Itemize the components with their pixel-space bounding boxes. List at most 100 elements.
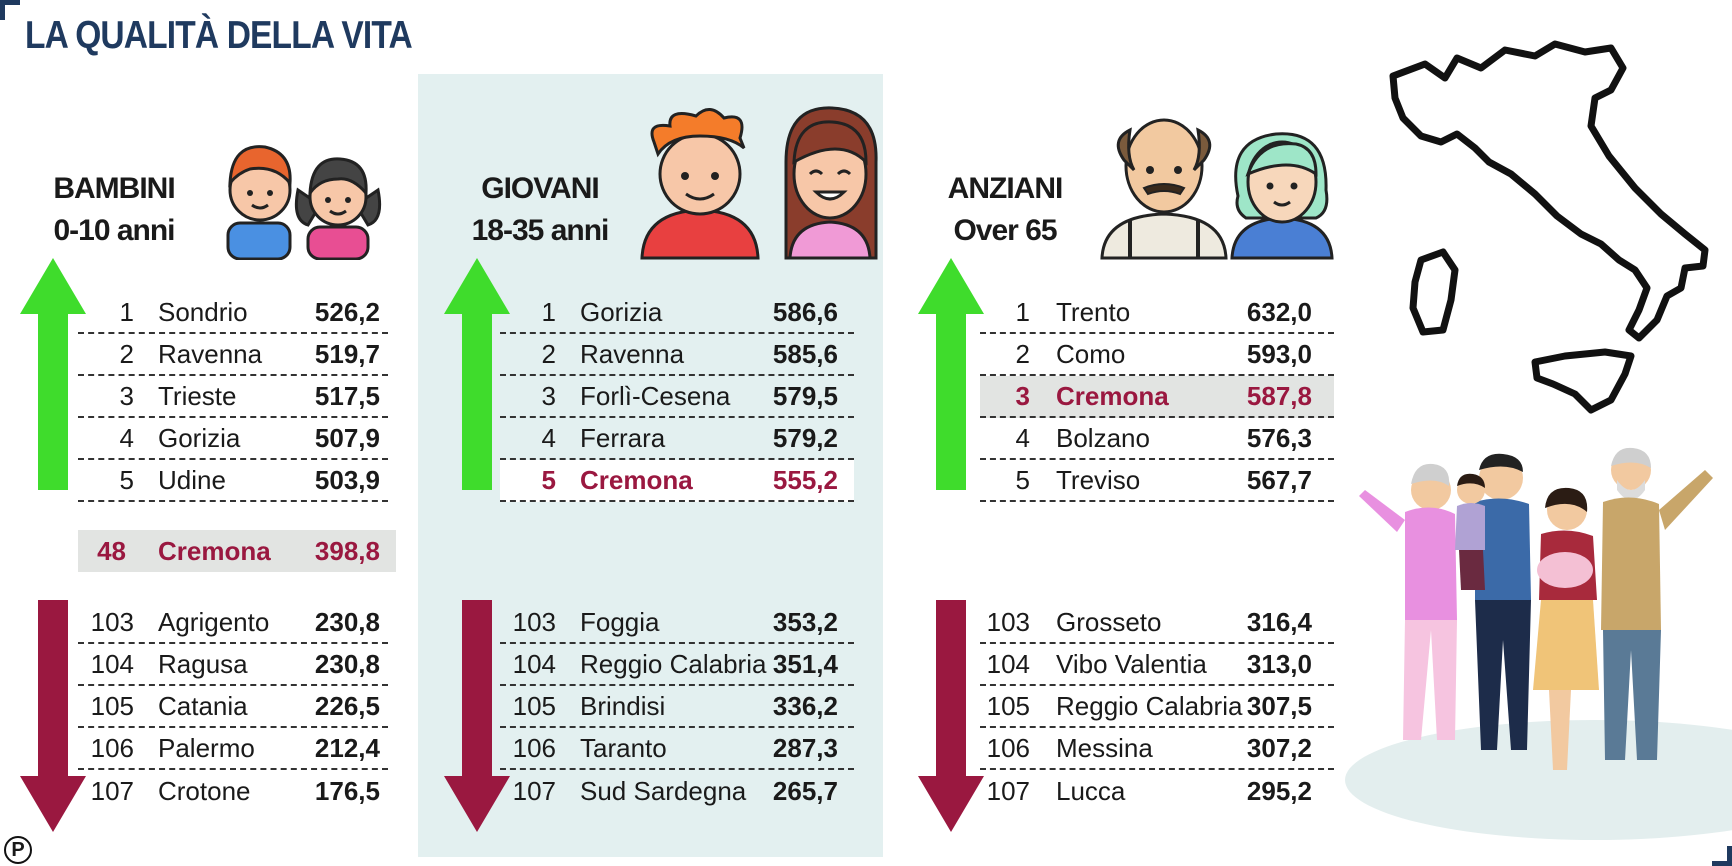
ranking-row: 2 Ravenna 519,7 <box>78 334 388 376</box>
city: Ravenna <box>580 338 685 369</box>
rank: 1 <box>119 296 134 327</box>
section-title-line2: 18-35 anni <box>471 214 610 247</box>
city: Reggio Calabria <box>580 648 767 679</box>
rank: 105 <box>512 690 556 721</box>
city: Cremona <box>158 535 271 566</box>
city: Ferrara <box>580 422 666 453</box>
down-arrow-icon-anziani <box>918 600 984 832</box>
city: Forlì-Cesena <box>580 380 731 411</box>
score: 579,5 <box>772 380 838 411</box>
score: 398,8 <box>314 535 380 566</box>
cremona-highlight-row: 5 Cremona 555,2 <box>500 460 854 502</box>
italy-map-icon <box>1389 40 1709 414</box>
ranking-row: 106 Messina 307,2 <box>980 728 1334 770</box>
ranking-row: 3 Forlì-Cesena 579,5 <box>500 376 854 418</box>
city: Trento <box>1056 296 1131 327</box>
ranking-row: 1 Gorizia 586,6 <box>500 292 854 334</box>
city: Taranto <box>580 732 667 763</box>
city: Treviso <box>1056 464 1141 495</box>
rank: 103 <box>512 606 556 637</box>
score: 265,7 <box>772 775 838 806</box>
rank: 1 <box>541 296 556 327</box>
ranking-row: 107 Crotone 176,5 <box>78 770 388 812</box>
city: Udine <box>158 464 226 495</box>
ranking-row: 4 Bolzano 576,3 <box>980 418 1334 460</box>
score: 579,2 <box>772 422 838 453</box>
city: Bolzano <box>1056 422 1150 453</box>
ranking-row: 103 Foggia 353,2 <box>500 602 854 644</box>
city: Lucca <box>1056 775 1126 806</box>
rank: 104 <box>986 648 1030 679</box>
score: 503,9 <box>314 464 380 495</box>
children-icon <box>226 145 382 260</box>
young-people-icon <box>640 106 878 260</box>
ranking-row: 106 Palermo 212,4 <box>78 728 388 770</box>
cremona-highlight-row: 3 Cremona 587,8 <box>980 376 1334 418</box>
rank: 106 <box>986 732 1030 763</box>
rank: 104 <box>512 648 556 679</box>
rank: 2 <box>119 338 134 369</box>
score: 212,4 <box>314 732 380 763</box>
score: 307,5 <box>1246 690 1312 721</box>
score: 313,0 <box>1246 648 1312 679</box>
rank: 2 <box>1015 338 1030 369</box>
score: 176,5 <box>314 775 380 806</box>
down-arrow-icon-bambini <box>20 600 86 832</box>
city: Trieste <box>158 380 237 411</box>
ranking-row: 105 Brindisi 336,2 <box>500 686 854 728</box>
score: 519,7 <box>314 338 380 369</box>
up-arrow-icon-giovani <box>444 258 510 490</box>
rank: 103 <box>986 606 1030 637</box>
city: Ravenna <box>158 338 263 369</box>
corner-frame-bottom-right <box>1712 846 1732 866</box>
rank: 5 <box>541 464 556 495</box>
family-illustration <box>1345 447 1732 840</box>
up-arrow-icon-bambini <box>20 258 86 490</box>
score: 576,3 <box>1246 422 1312 453</box>
ranking-row: 107 Lucca 295,2 <box>980 770 1334 812</box>
city: Foggia <box>580 606 660 637</box>
section-title-line1: ANZIANI <box>947 172 1064 205</box>
rank: 106 <box>512 732 556 763</box>
rank: 106 <box>90 732 134 763</box>
city: Grosseto <box>1056 606 1162 637</box>
ranking-row: 1 Trento 632,0 <box>980 292 1334 334</box>
score: 586,6 <box>772 296 838 327</box>
city: Catania <box>158 690 248 721</box>
section-title-line2: 0-10 anni <box>53 214 175 247</box>
ranking-row: 104 Vibo Valentia 313,0 <box>980 644 1334 686</box>
city: Crotone <box>158 775 251 806</box>
ranking-row: 5 Udine 503,9 <box>78 460 388 502</box>
city: Cremona <box>580 464 693 495</box>
section-title-line1: BAMBINI <box>53 172 175 205</box>
score: 336,2 <box>772 690 838 721</box>
city: Gorizia <box>580 296 663 327</box>
city: Sud Sardegna <box>580 775 747 806</box>
rank: 105 <box>90 690 134 721</box>
city: Sondrio <box>158 296 248 327</box>
section-title-line2: Over 65 <box>953 214 1057 247</box>
city: Palermo <box>158 732 255 763</box>
city: Agrigento <box>158 606 270 637</box>
rank: 105 <box>986 690 1030 721</box>
rank: 103 <box>90 606 134 637</box>
rank: 4 <box>119 422 134 453</box>
ranking-row: 106 Taranto 287,3 <box>500 728 854 770</box>
score: 587,8 <box>1246 380 1312 411</box>
ranking-row: 2 Como 593,0 <box>980 334 1334 376</box>
rank: 1 <box>1015 296 1030 327</box>
ranking-row: 104 Ragusa 230,8 <box>78 644 388 686</box>
city: Brindisi <box>580 690 666 721</box>
score: 353,2 <box>772 606 838 637</box>
score: 226,5 <box>314 690 380 721</box>
ranking-row: 4 Gorizia 507,9 <box>78 418 388 460</box>
rank: 4 <box>541 422 556 453</box>
section-title-bambini: BAMBINI 0-10 anni <box>38 168 190 252</box>
up-arrow-icon-anziani <box>918 258 984 490</box>
down-arrow-icon-giovani <box>444 600 510 832</box>
city: Vibo Valentia <box>1056 648 1207 679</box>
rank: 4 <box>1015 422 1030 453</box>
score: 295,2 <box>1246 775 1312 806</box>
rank: 5 <box>1015 464 1030 495</box>
ranking-row: 3 Trieste 517,5 <box>78 376 388 418</box>
